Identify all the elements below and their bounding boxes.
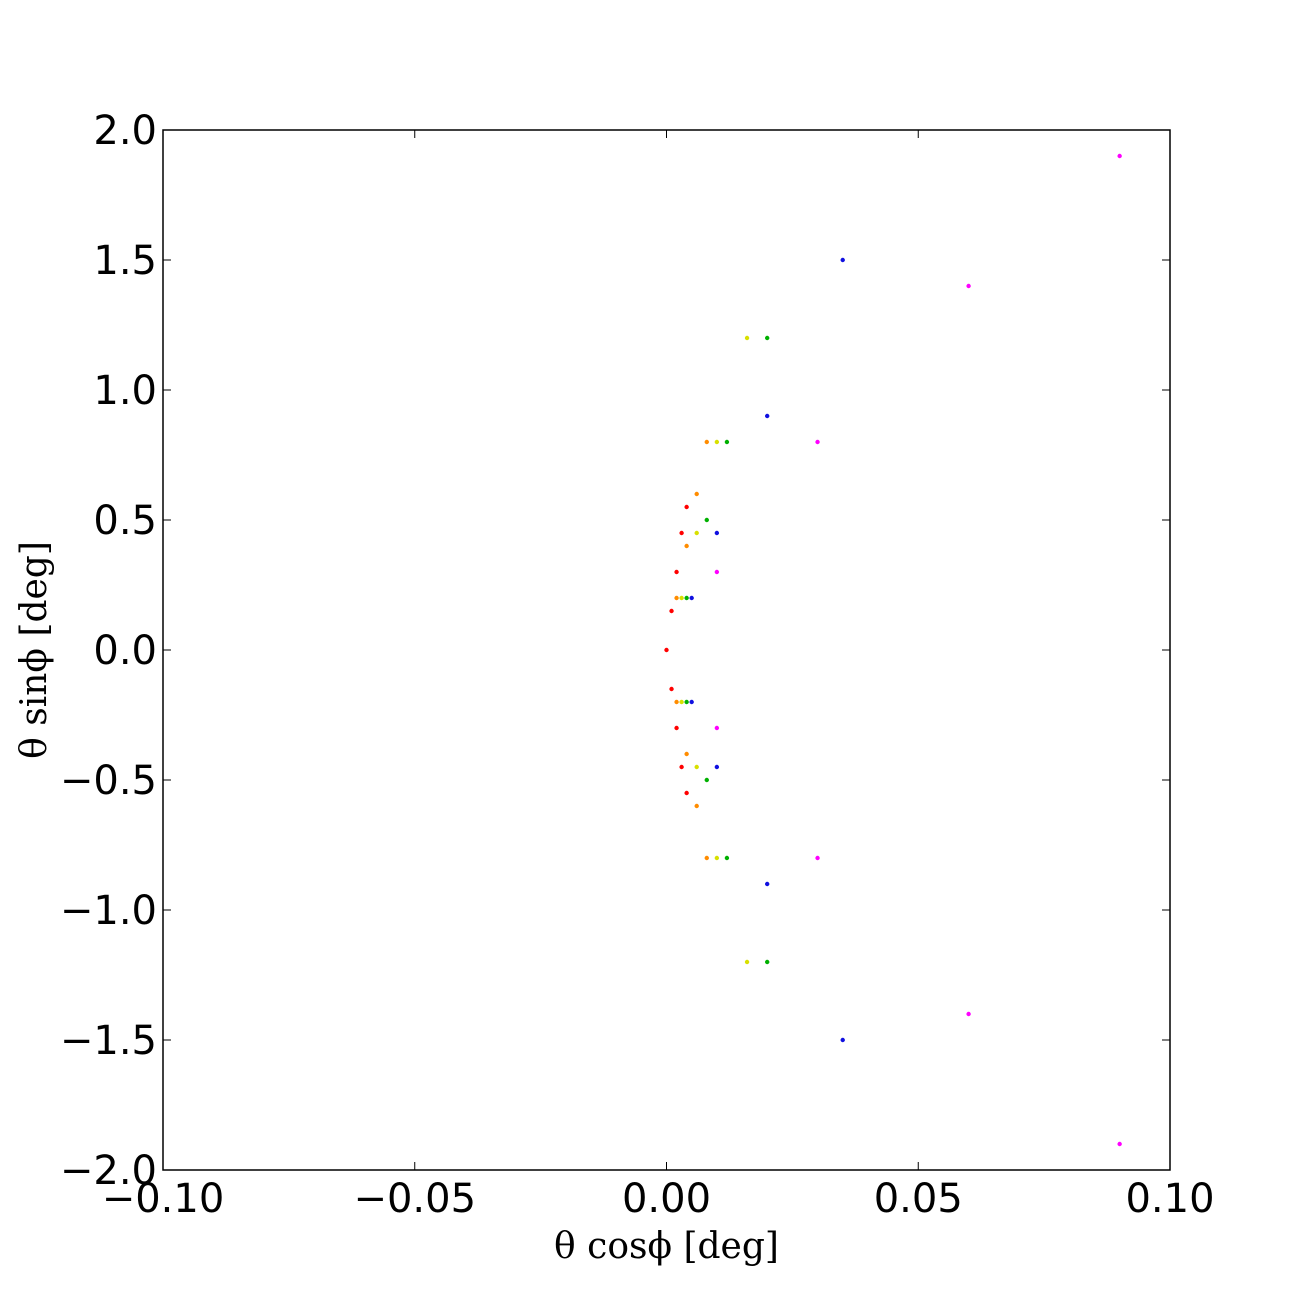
y-tick-label: 0.0 <box>93 628 157 674</box>
y-tick-label: 1.0 <box>93 368 157 414</box>
data-point <box>714 530 720 536</box>
x-tick-label: −0.10 <box>102 1176 225 1222</box>
data-point <box>684 504 689 510</box>
data-point <box>689 595 694 601</box>
data-point <box>664 647 669 653</box>
data-point <box>714 569 720 575</box>
y-tick-label: 2.0 <box>93 108 157 154</box>
data-point <box>704 777 709 783</box>
data-point <box>744 959 750 965</box>
data-point <box>684 543 689 549</box>
data-point <box>679 699 684 705</box>
data-point <box>714 855 720 861</box>
data-point <box>714 439 720 445</box>
data-point <box>815 439 820 445</box>
y-tick-label: −1.5 <box>60 1018 157 1064</box>
data-point <box>966 1011 971 1017</box>
y-tick-label: −2.0 <box>60 1148 157 1194</box>
data-point <box>714 725 720 731</box>
data-point <box>815 855 820 861</box>
data-point <box>679 595 684 601</box>
data-point <box>689 699 694 705</box>
data-point <box>765 881 770 887</box>
data-point <box>694 530 699 536</box>
data-point <box>765 335 770 341</box>
data-point <box>744 335 750 341</box>
data-point <box>704 439 709 445</box>
y-tick-label: −1.0 <box>60 888 157 934</box>
points-layer <box>664 153 1122 1147</box>
x-tick-label: 0.05 <box>874 1176 963 1222</box>
data-point <box>724 439 730 445</box>
data-point <box>765 959 770 965</box>
data-point <box>724 855 730 861</box>
data-point <box>694 803 699 809</box>
data-point <box>674 569 679 575</box>
data-point <box>684 790 689 796</box>
data-point <box>1117 1141 1122 1147</box>
data-point <box>694 764 699 770</box>
data-point <box>684 595 689 601</box>
data-point <box>674 595 679 601</box>
data-point <box>840 1037 845 1043</box>
data-point <box>679 530 684 536</box>
data-point <box>966 283 971 289</box>
x-tick-label: 0.10 <box>1125 1176 1214 1222</box>
x-axis-ticks: −0.10 −0.05 0.00 0.05 0.10 <box>102 130 1215 1222</box>
data-point <box>669 608 674 614</box>
data-point <box>714 764 720 770</box>
data-point <box>704 855 709 861</box>
y-axis-label: θ sinϕ [deg] <box>14 541 55 759</box>
data-point <box>840 257 845 263</box>
y-tick-label: −0.5 <box>60 758 157 804</box>
data-point <box>704 517 709 523</box>
data-point <box>669 686 674 692</box>
data-point <box>694 491 699 497</box>
data-point <box>684 699 689 705</box>
x-tick-label: −0.05 <box>353 1176 476 1222</box>
data-point <box>684 751 689 757</box>
x-tick-label: 0.00 <box>622 1176 711 1222</box>
data-point <box>679 764 684 770</box>
data-point <box>674 699 679 705</box>
data-point <box>765 413 770 419</box>
data-point <box>674 725 679 731</box>
x-axis-label: θ cosϕ [deg] <box>554 1226 779 1267</box>
y-tick-label: 1.5 <box>93 238 157 284</box>
data-point <box>1117 153 1122 159</box>
y-tick-label: 0.5 <box>93 498 157 544</box>
y-axis-ticks: −2.0 −1.5 −1.0 −0.5 0.0 0.5 1.0 1.5 2.0 <box>60 108 1170 1194</box>
